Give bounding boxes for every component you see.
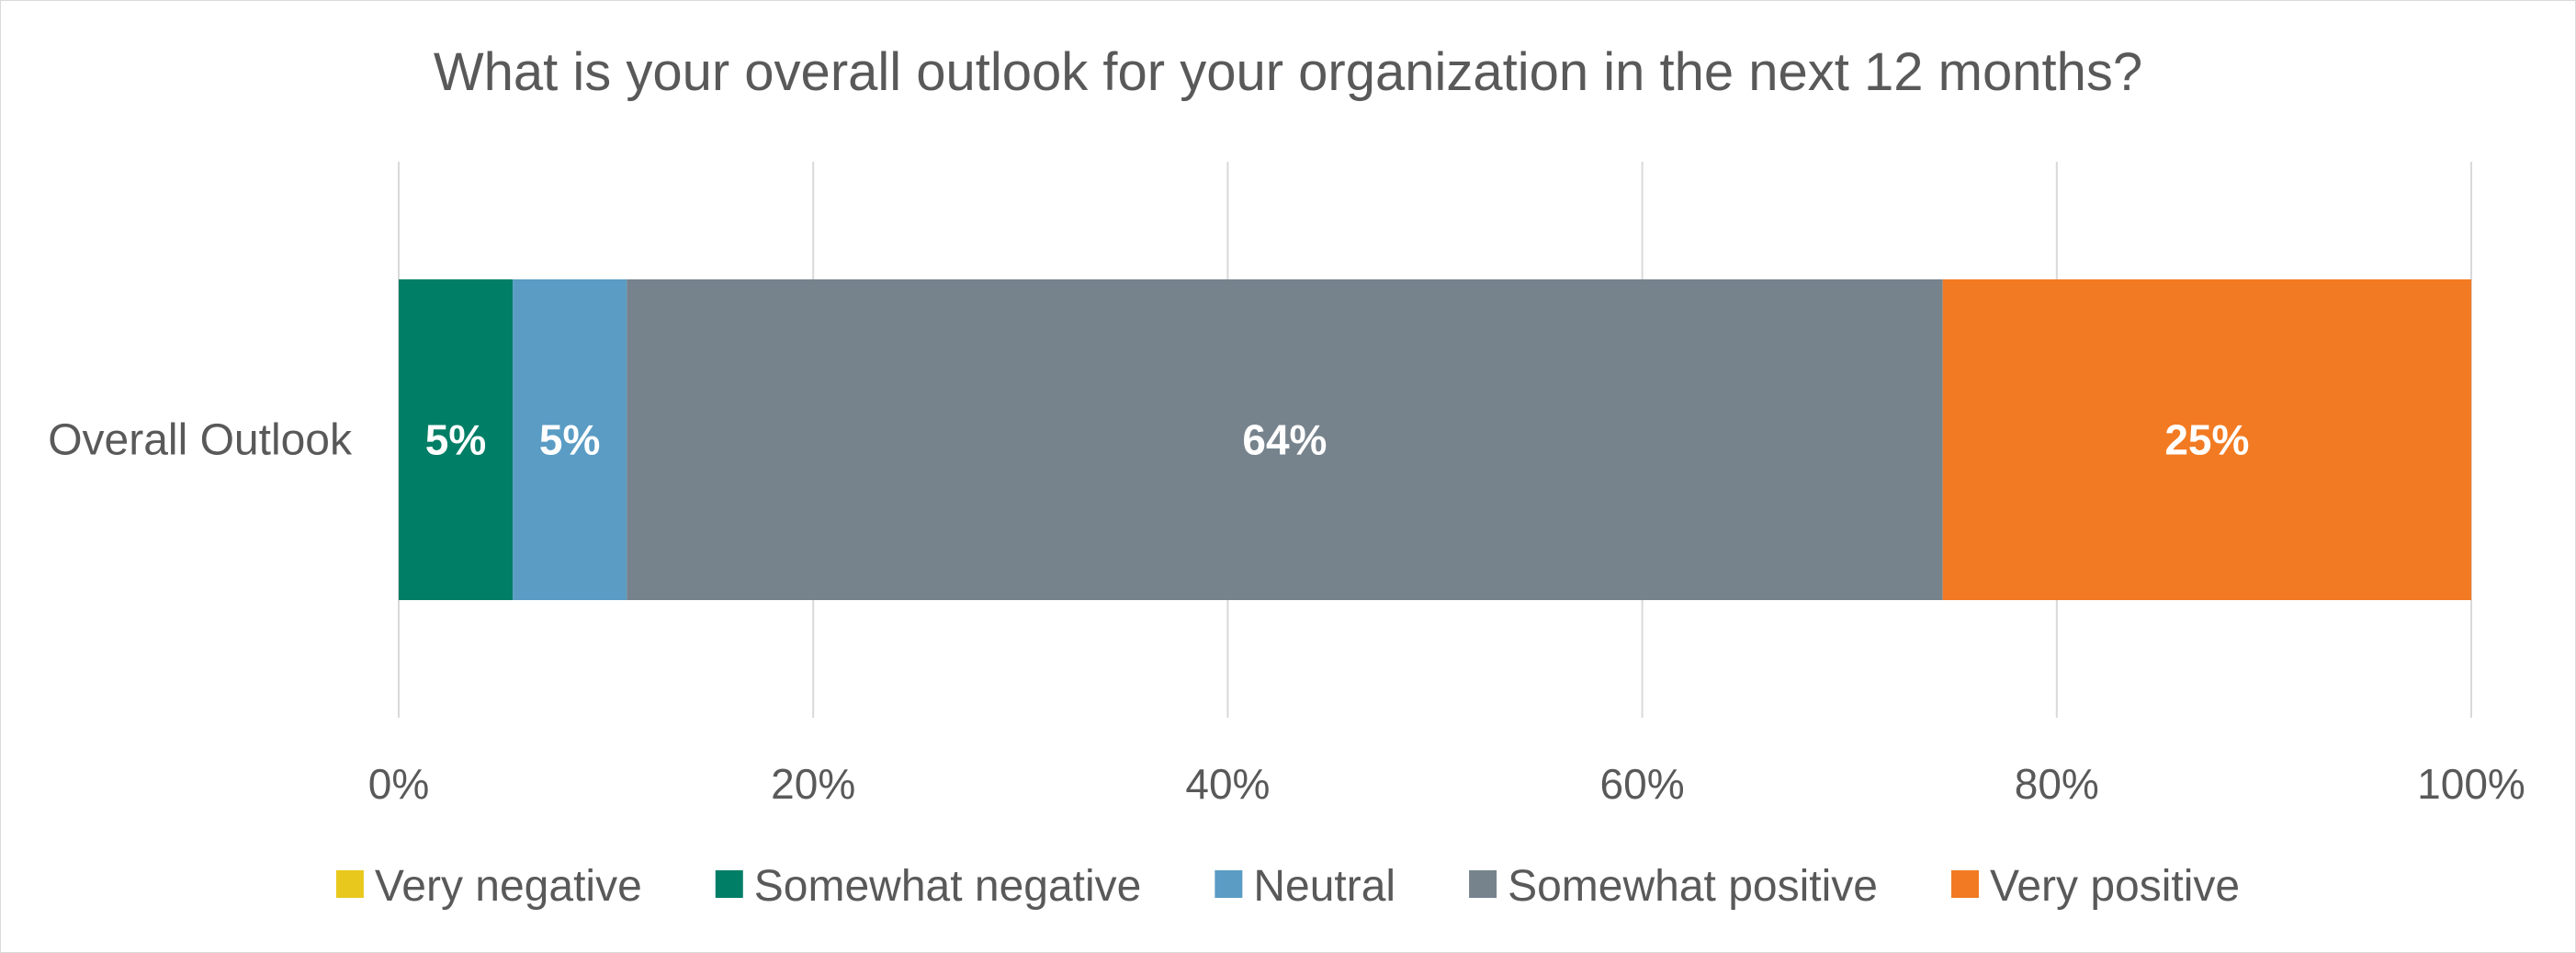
data-labels: 5% 5% 64% 25%: [425, 416, 2250, 464]
bar-segment-neutral: [513, 279, 627, 600]
legend-item: Somewhat negative: [715, 862, 1142, 911]
legend-label: Very positive: [1990, 862, 2240, 911]
legend-swatch: [715, 870, 743, 898]
bar-segment-somewhat-positive: [627, 279, 1943, 600]
legend-swatch: [1950, 870, 1979, 898]
legend-item: Somewhat positive: [1469, 862, 1878, 911]
x-tick-label: 100%: [2417, 760, 2525, 808]
legend-label: Very negative: [375, 862, 642, 911]
legend-label: Somewhat negative: [754, 862, 1142, 911]
legend-label: Neutral: [1253, 862, 1395, 911]
data-label: 25%: [2164, 416, 2249, 464]
legend-label: Somewhat positive: [1508, 862, 1878, 911]
legend-item: Very negative: [335, 862, 642, 911]
category-labels: Overall Outlook: [48, 416, 353, 465]
x-tick-label: 60%: [1600, 760, 1685, 808]
legend-item: Neutral: [1215, 862, 1395, 911]
data-label: 5%: [425, 416, 486, 464]
x-tick-label: 20%: [771, 760, 855, 808]
bar-segment-very-positive: [1942, 279, 2471, 600]
x-tick-label: 80%: [2015, 760, 2099, 808]
category-label: Overall Outlook: [48, 416, 353, 465]
x-axis-tick-labels: 0% 20% 40% 60% 80% 100%: [368, 760, 2525, 808]
x-tick-label: 40%: [1185, 760, 1270, 808]
data-label: 5%: [539, 416, 600, 464]
legend-swatch: [335, 870, 364, 898]
legend: Very negative Somewhat negative Neutral Som…: [335, 862, 2240, 911]
legend-swatch: [1469, 870, 1497, 898]
x-tick-label: 0%: [368, 760, 429, 808]
bar-segment-somewhat-negative: [399, 279, 514, 600]
bar-segments: [399, 279, 2471, 600]
chart-title: What is your overall outlook for your or…: [434, 42, 2142, 102]
legend-swatch: [1215, 870, 1243, 898]
data-label: 64%: [1242, 416, 1327, 464]
legend-item: Very positive: [1950, 862, 2240, 911]
